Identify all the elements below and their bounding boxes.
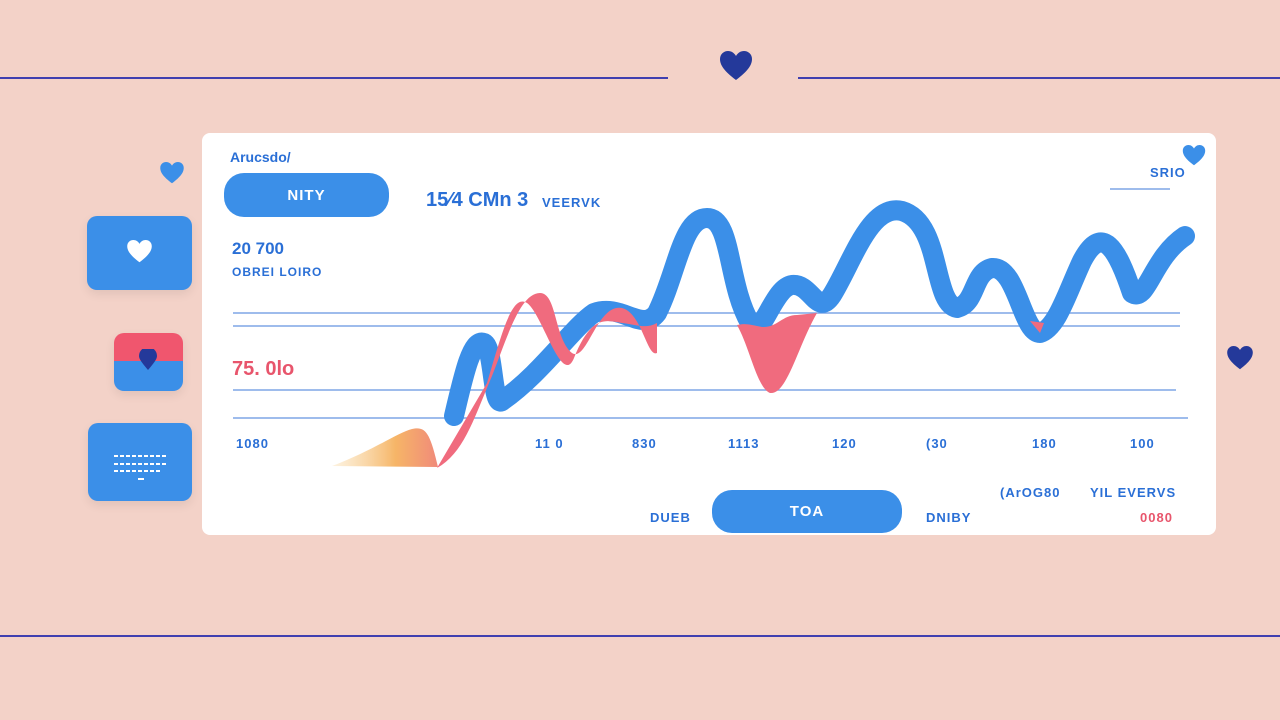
x-tick-label: 180 [1032, 436, 1057, 451]
metric-label: OBREI LOIRO [232, 265, 323, 279]
heart-icon [719, 51, 753, 81]
bottom-divider [0, 635, 1280, 637]
x-tick-label: 120 [832, 436, 857, 451]
top-divider-left [0, 77, 668, 79]
card-title: Arucsdo/ [230, 149, 291, 165]
metric-value: 20 700 [232, 239, 284, 258]
x-tick-label: 1113 [728, 436, 760, 451]
heart-icon [126, 240, 153, 268]
corner-label: SRIO [1150, 165, 1186, 180]
x-tick-label: (30 [926, 436, 948, 451]
red-series-area [737, 313, 817, 394]
top-divider-right [798, 77, 1280, 79]
x-tick-label: 830 [632, 436, 657, 451]
wave-chart [233, 188, 1195, 468]
sidebar-location-button[interactable] [114, 333, 183, 391]
filter-button[interactable]: NITY [224, 173, 389, 217]
sidebar-menu-button[interactable] [88, 423, 192, 501]
footer-right-label: YIL EVERVS [1090, 485, 1177, 500]
headline-value: 15⁄4 CMn 3 [426, 189, 529, 211]
pin-icon [138, 347, 158, 376]
headline-subtitle: VEERVK [542, 195, 602, 210]
footer-action-button[interactable]: TOA [712, 490, 902, 533]
heart-icon [159, 162, 185, 184]
x-tick-label: 11 0 [535, 436, 564, 451]
x-tick-label: 1080 [236, 436, 269, 451]
footer-mid-label: DNIBY [926, 510, 972, 525]
footer-red-value: 0080 [1140, 510, 1173, 525]
footer-right-label: (ArOG80 [1000, 485, 1061, 500]
red-series-area [437, 293, 657, 468]
red-marker [1030, 321, 1044, 333]
metric-red-value: 75. 0lo [232, 358, 295, 380]
heart-icon[interactable] [1182, 145, 1206, 166]
orange-area [332, 428, 438, 467]
footer-left-label: DUEB [650, 510, 691, 525]
sidebar-favorites-button[interactable] [87, 216, 192, 290]
analytics-card: Arucsdo/ NITY 15⁄4 CMn 3 VEERVK SRIO 20 … [202, 133, 1216, 535]
heart-icon [1226, 346, 1254, 370]
menu-lines-icon [112, 453, 168, 488]
x-tick-label: 100 [1130, 436, 1155, 451]
